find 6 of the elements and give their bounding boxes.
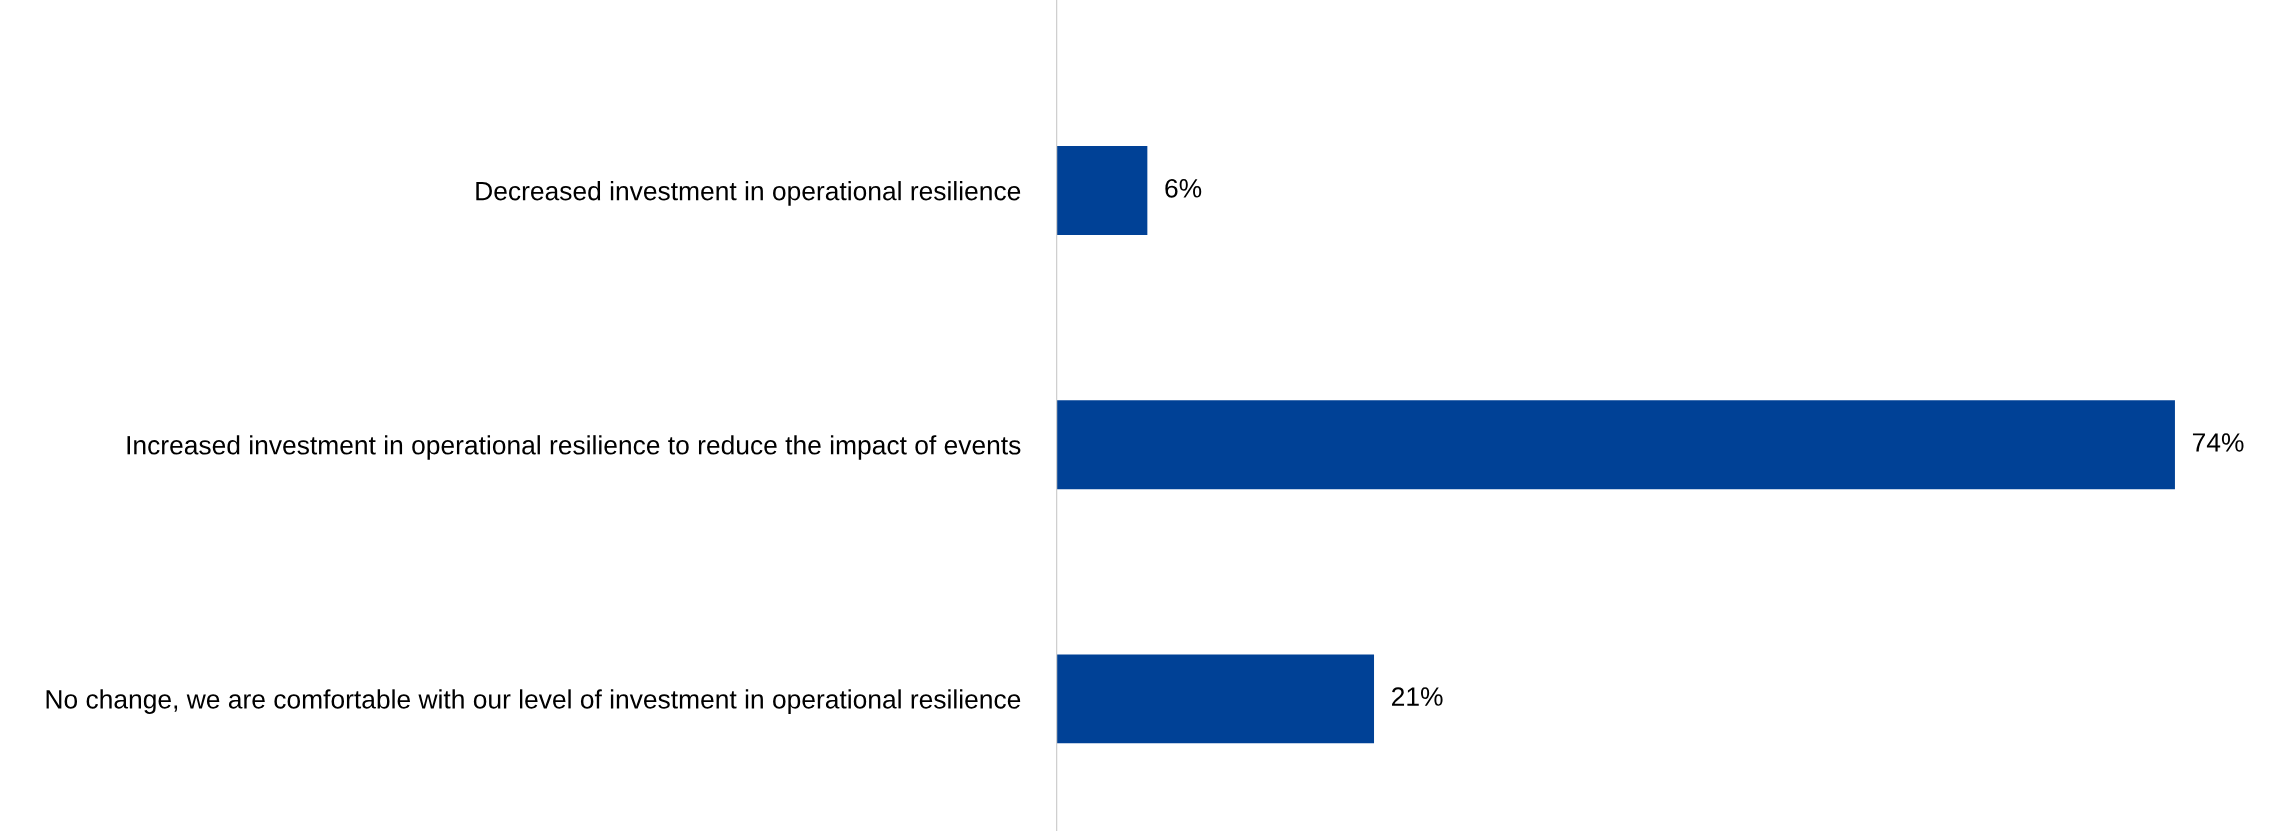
data-label: 21% <box>1392 687 1443 706</box>
y-tick-label: Increased investment in operational resilience to reduce the impact of events <box>127 435 1021 460</box>
y-tick-label: No change, we are comfortable with our level of investment in operational resilience <box>46 689 1021 714</box>
y-tick-label: Decreased investment in operational resilience <box>476 181 1021 206</box>
data-label: 74% <box>2192 433 2244 452</box>
data-label: 6% <box>1165 178 1202 198</box>
